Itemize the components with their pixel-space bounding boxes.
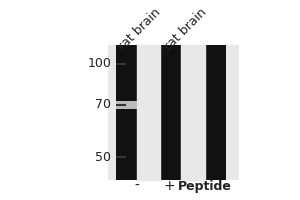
Text: 70: 70: [95, 98, 111, 111]
Bar: [205, 45, 226, 180]
Text: +: +: [164, 179, 175, 193]
Bar: [160, 45, 181, 180]
Text: Peptide: Peptide: [178, 180, 232, 193]
Bar: [116, 101, 136, 109]
Text: 50: 50: [95, 151, 111, 164]
Bar: [108, 45, 239, 180]
Text: -: -: [134, 179, 139, 193]
Text: rat brain: rat brain: [162, 5, 209, 53]
Text: 100: 100: [88, 57, 111, 70]
Bar: [116, 45, 136, 180]
Text: rat brain: rat brain: [116, 5, 163, 53]
